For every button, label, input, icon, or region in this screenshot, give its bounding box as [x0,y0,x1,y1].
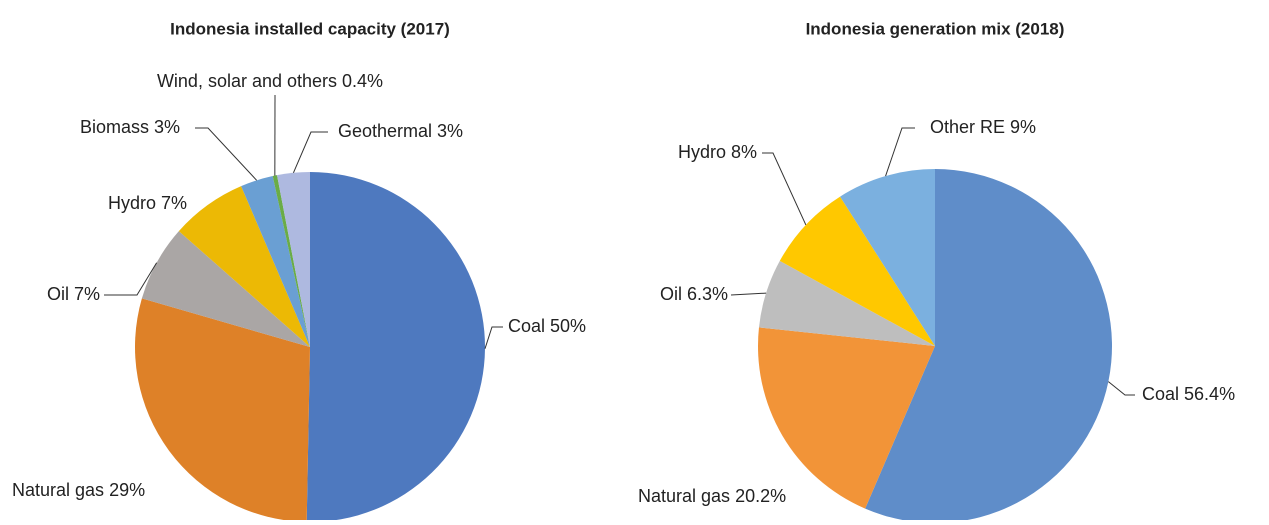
chart-title: Indonesia generation mix (2018) [806,19,1065,38]
chart-title: Indonesia installed capacity (2017) [170,19,450,38]
label-category: Geothermal [338,121,432,141]
label-value: 6.3% [687,284,728,304]
label-category: Other RE [930,117,1005,137]
label-value: 20.2% [735,486,786,506]
leader-line [886,128,915,176]
label-value: 3% [437,121,463,141]
pie-slice [307,172,485,520]
label-value: 7% [161,193,187,213]
label-value: 8% [731,142,757,162]
leader-line [1108,382,1135,395]
label-category: Natural gas [12,480,104,500]
label-value: 7% [74,284,100,304]
label-value: 50% [550,316,586,336]
label-value: 0.4% [342,71,383,91]
leader-line [195,128,257,180]
leader-line [485,327,503,349]
label-category: Wind, solar and others [157,71,337,91]
label-value: 9% [1010,117,1036,137]
label-category: Hydro [678,142,726,162]
label-category: Biomass [80,117,149,137]
label-value: 3% [154,117,180,137]
label-category: Oil [47,284,69,304]
label-category: Oil [660,284,682,304]
label-value: 29% [109,480,145,500]
leader-line [293,132,328,173]
label-category: Hydro [108,193,156,213]
label-category: Coal [1142,384,1179,404]
label-value: 56.4% [1184,384,1235,404]
label-category: Coal [508,316,545,336]
label-category: Natural gas [638,486,730,506]
leader-line [731,293,766,295]
leader-line [762,153,806,225]
